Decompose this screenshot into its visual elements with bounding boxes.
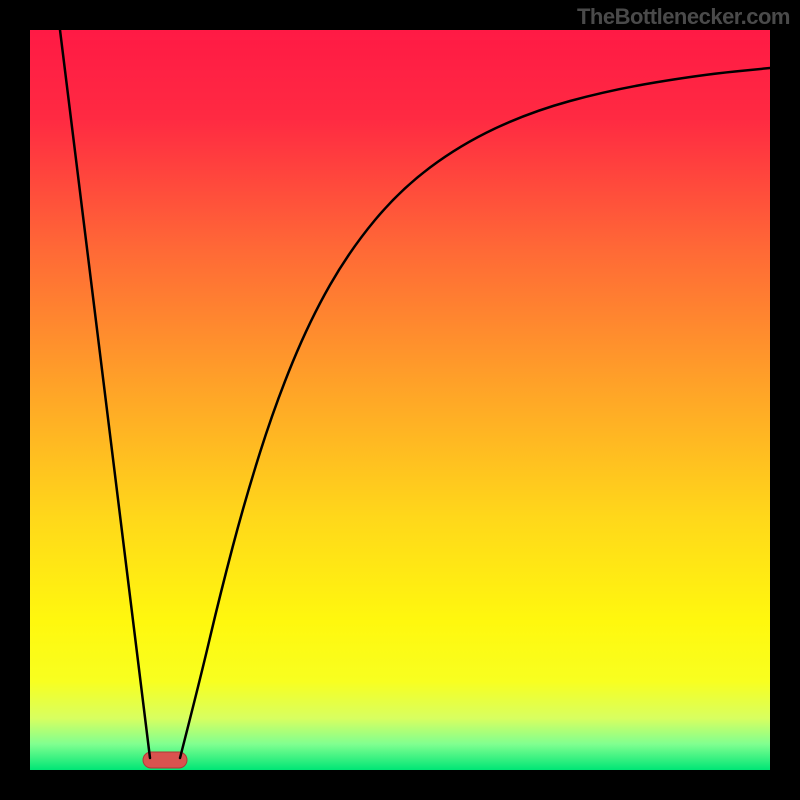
bottleneck-chart [0,0,800,800]
watermark-text: TheBottlenecker.com [577,4,790,30]
chart-container: TheBottlenecker.com [0,0,800,800]
gradient-background [30,30,770,770]
